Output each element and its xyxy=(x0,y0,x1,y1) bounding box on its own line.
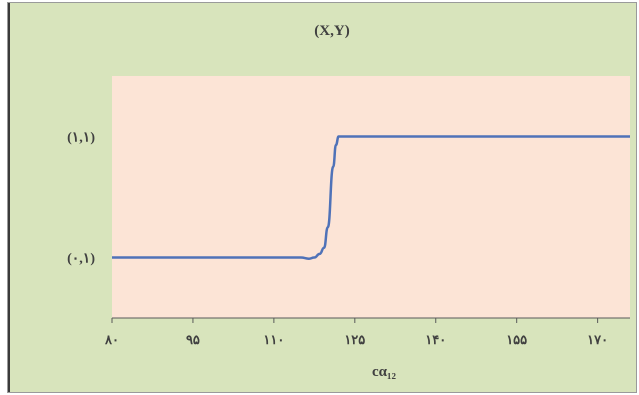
x-tick-label: ۱۱۰ xyxy=(263,332,284,347)
x-tick-labels: ۸۰ ۹۵ ۱۱۰ ۱۲۵ ۱۴۰ ۱۵۵ ۱۷۰ xyxy=(104,332,608,347)
x-tick-label: ۱۷۰ xyxy=(587,332,608,347)
chart-frame: ۸۰ ۹۵ ۱۱۰ ۱۲۵ ۱۴۰ ۱۵۵ ۱۷۰ (۰,۱) (۱,۱) (X,Y) cα₁… xyxy=(7,2,637,393)
chart: ۸۰ ۹۵ ۱۱۰ ۱۲۵ ۱۴۰ ۱۵۵ ۱۷۰ (۰,۱) (۱,۱) (X,Y) cα₁… xyxy=(67,23,630,380)
y-tick-labels: (۰,۱) (۱,۱) xyxy=(67,131,95,267)
x-tick-label: ۱۵۵ xyxy=(506,332,527,347)
plot-area xyxy=(112,76,630,318)
x-tick-label: ۱۲۵ xyxy=(344,332,365,347)
series-line xyxy=(111,135,630,260)
x-tick-marks xyxy=(111,318,599,323)
x-tick-label: ۹۵ xyxy=(186,332,200,347)
x-axis-title: cα₁₂ xyxy=(372,364,397,380)
y-tick-label: (۱,۱) xyxy=(67,131,95,146)
x-tick-label: ۱۴۰ xyxy=(425,332,446,347)
y-tick-label: (۰,۱) xyxy=(67,252,95,267)
chart-title: (X,Y) xyxy=(314,23,349,39)
x-tick-label: ۸۰ xyxy=(104,332,119,347)
